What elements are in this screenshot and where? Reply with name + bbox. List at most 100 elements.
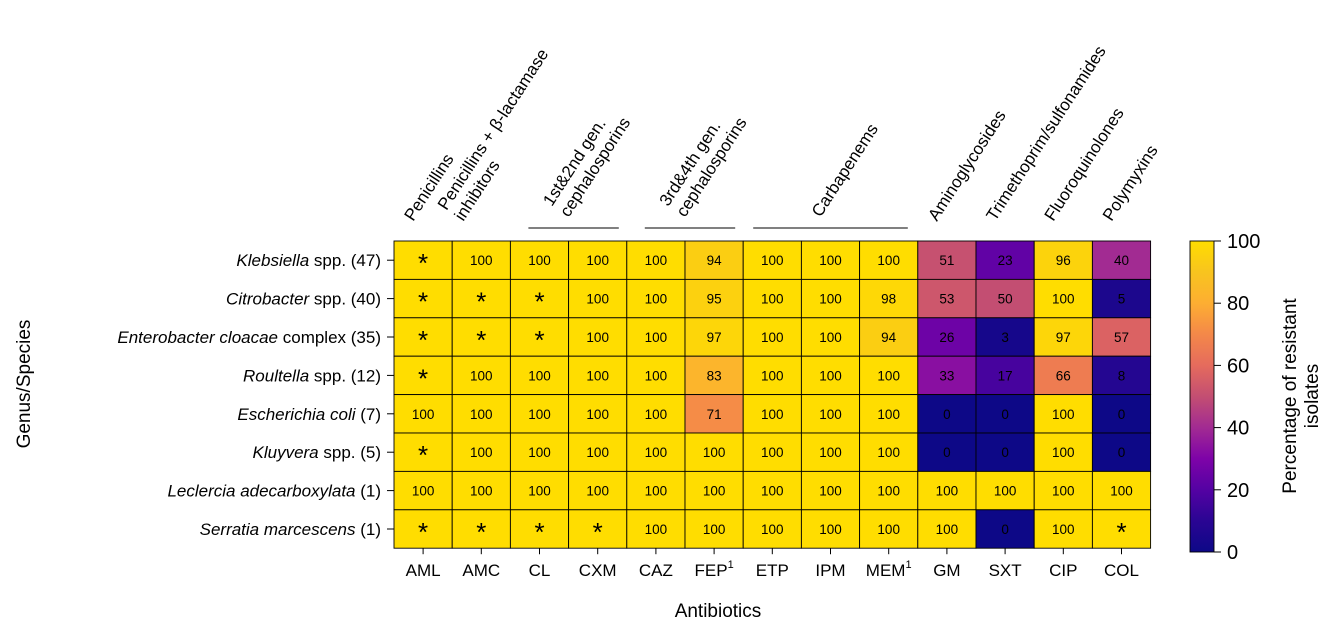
heatmap-cell	[451, 394, 511, 434]
cell-value-label: 96	[1056, 253, 1071, 268]
x-tick-label: CIP	[1049, 561, 1077, 580]
heatmap-cell	[917, 470, 977, 511]
cell-value-label: 100	[819, 292, 842, 307]
heatmap-cell	[393, 432, 453, 472]
cell-value-label: 100	[528, 368, 551, 383]
heatmap-cell	[859, 278, 919, 319]
heatmap-cell	[742, 509, 802, 549]
heatmap-cell	[684, 240, 744, 280]
cell-value-label: 100	[1052, 445, 1075, 460]
colorbar-scale	[1189, 240, 1215, 553]
cell-value-label: 100	[703, 445, 726, 460]
x-tick-label: GM	[933, 561, 960, 580]
x-tick-label: SXT	[989, 561, 1022, 580]
heatmap-cell	[742, 278, 802, 319]
cell-value-label: 51	[939, 253, 954, 268]
heatmap-cell	[509, 470, 570, 511]
y-tick-label: Kluyvera spp. (5)	[253, 443, 382, 462]
heatmap-cell	[509, 317, 570, 357]
cell-value-label: 100	[819, 484, 842, 499]
cell-value-label: 100	[586, 330, 609, 345]
cell-value-label: 100	[645, 484, 668, 499]
missing-marker: *	[418, 363, 428, 393]
missing-marker: *	[418, 248, 428, 278]
heatmap-cell	[859, 394, 919, 434]
colorbar-tick-label: 0	[1227, 542, 1238, 564]
cell-value-label: 26	[939, 330, 954, 345]
cell-value-label: 100	[761, 522, 784, 537]
heatmap-cell	[975, 432, 1035, 472]
cell-value-label: 94	[881, 330, 897, 345]
heatmap-cell	[1091, 470, 1152, 511]
cell-value-label: 100	[877, 253, 900, 268]
cell-value-label: 100	[528, 445, 551, 460]
x-tick-label: CXM	[579, 561, 617, 580]
cell-value-label: 100	[761, 330, 784, 345]
heatmap-cell	[975, 509, 1035, 549]
cell-value-label: 100	[412, 484, 435, 499]
heatmap-cell	[568, 432, 628, 472]
cell-value-label: 83	[707, 368, 722, 383]
heatmap-cell	[917, 432, 977, 472]
colorbar-tick-label: 100	[1227, 231, 1260, 253]
cell-value-label: 100	[1052, 292, 1075, 307]
cell-value-label: 100	[877, 407, 900, 422]
cell-value-label: 94	[707, 253, 723, 268]
x-tick-label: AMC	[462, 561, 500, 580]
missing-marker: *	[418, 287, 428, 317]
y-tick-label: Roultella spp. (12)	[243, 366, 381, 385]
heatmap-cell	[917, 240, 977, 280]
heatmap-cells: * 100 100 100 100 94 100 100 100 51 23 96 40 * * * 100 10…	[393, 240, 1152, 549]
cell-value-label: 100	[819, 522, 842, 537]
missing-marker: *	[534, 325, 544, 355]
missing-marker: *	[534, 287, 544, 317]
cell-value-label: 0	[1001, 445, 1009, 460]
cell-value-label: 100	[470, 407, 493, 422]
heatmap-cell	[509, 394, 570, 434]
x-tick-label: CL	[529, 561, 551, 580]
colorbar-tick-label: 60	[1227, 355, 1249, 377]
antibiotic-class-label: Trimethoprim/sulfonamides	[983, 42, 1110, 224]
heatmap-cell	[975, 355, 1035, 396]
heatmap-cell	[393, 470, 453, 511]
x-tick-label: ETP	[756, 561, 789, 580]
cell-value-label: 23	[998, 253, 1013, 268]
x-axis: AML AMC CL CXM CAZ FEP1 ETP IPM MEM1 GM SXT CIP COL	[406, 548, 1139, 580]
heatmap-cell	[626, 278, 686, 319]
heatmap-cell	[393, 278, 453, 319]
cell-value-label: 100	[761, 445, 784, 460]
heatmap-cell	[742, 432, 802, 472]
missing-marker: *	[1116, 517, 1126, 547]
y-tick-label: Klebsiella spp. (47)	[236, 251, 381, 270]
heatmap-cell	[1033, 278, 1093, 319]
cell-value-label: 100	[819, 253, 842, 268]
heatmap-cell	[859, 432, 919, 472]
cell-value-label: 100	[761, 484, 784, 499]
missing-marker: *	[418, 440, 428, 470]
cell-value-label: 53	[939, 292, 954, 307]
cell-value-label: 100	[877, 445, 900, 460]
cell-value-label: 100	[703, 522, 726, 537]
heatmap-cell	[568, 355, 628, 396]
heatmap-cell	[1091, 509, 1152, 549]
cell-value-label: 100	[412, 407, 435, 422]
heatmap-cell	[1033, 394, 1093, 434]
cell-value-label: 100	[645, 368, 668, 383]
heatmap-cell	[1033, 355, 1093, 396]
y-axis-title: Genus/Species	[14, 320, 35, 449]
cell-value-label: 0	[1118, 445, 1126, 460]
colorbar-title: Percentage of resistantisolates	[1280, 298, 1322, 494]
cell-value-label: 100	[761, 253, 784, 268]
y-tick-label: Escherichia coli (7)	[237, 405, 381, 424]
heatmap-cell	[626, 432, 686, 472]
missing-marker: *	[418, 517, 428, 547]
cell-value-label: 100	[528, 484, 551, 499]
heatmap-cell	[917, 355, 977, 396]
cell-value-label: 100	[819, 445, 842, 460]
missing-marker: *	[476, 325, 486, 355]
cell-value-label: 95	[707, 292, 722, 307]
cell-value-label: 97	[707, 330, 722, 345]
cell-value-label: 100	[877, 368, 900, 383]
